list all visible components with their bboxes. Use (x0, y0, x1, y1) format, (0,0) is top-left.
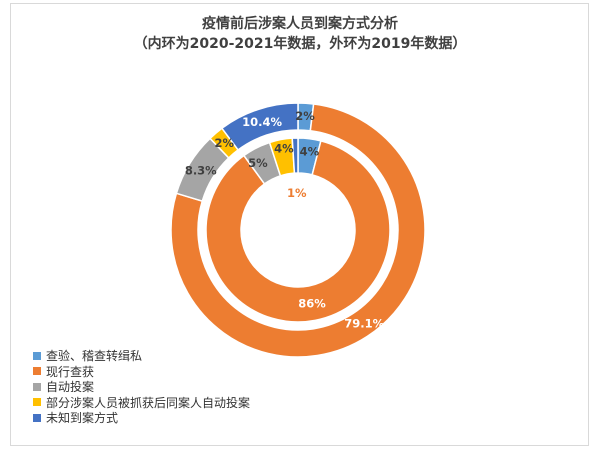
outer-ring-data-label: 10.4% (242, 115, 282, 129)
outer-ring-data-label: 8.3% (185, 163, 217, 177)
legend-label: 部分涉案人员被抓获后同案人自动投案 (46, 395, 251, 410)
legend-label: 现行查获 (46, 364, 95, 379)
outer-ring-slice (170, 103, 426, 358)
legend-label: 自动投案 (46, 380, 95, 395)
legend-swatch (33, 351, 41, 360)
inner-ring-data-label: 86% (298, 297, 326, 311)
legend-item: 部分涉案人员被抓获后同案人自动投案 (33, 395, 250, 411)
inner-ring-data-label: 4% (274, 141, 294, 155)
inner-ring-data-label: 4% (300, 145, 320, 159)
inner-ring-data-label: 5% (248, 156, 268, 170)
legend-swatch (33, 413, 41, 422)
inner-ring-slice (291, 137, 299, 174)
legend-item: 未知到案方式 (33, 410, 250, 426)
legend-item: 查验、稽查转缉私 (33, 348, 250, 364)
legend-label: 查验、稽查转缉私 (46, 349, 143, 364)
inner-ring-slice (205, 139, 391, 323)
legend-swatch (33, 398, 41, 407)
inner-ring-data-label: 1% (287, 186, 307, 200)
legend-label: 未知到案方式 (46, 411, 119, 426)
chart-frame (10, 3, 589, 446)
chart-subtitle: （内环为2020-2021年数据，外环为2019年数据） (133, 36, 467, 52)
outer-ring-data-label: 79.1% (344, 317, 384, 331)
outer-ring-data-label: 2% (214, 136, 234, 150)
legend: 查验、稽查转缉私 现行查获 自动投案 部分涉案人员被抓获后同案人自动投案 未知到… (33, 348, 250, 426)
outer-ring-slice (220, 102, 299, 151)
legend-item: 现行查获 (33, 364, 250, 380)
chart-title: 疫情前后涉案人员到案方式分析 (202, 16, 398, 32)
outer-ring-data-label: 2% (295, 109, 315, 123)
legend-item: 自动投案 (33, 379, 250, 395)
legend-swatch (33, 367, 41, 376)
legend-swatch (33, 382, 41, 391)
